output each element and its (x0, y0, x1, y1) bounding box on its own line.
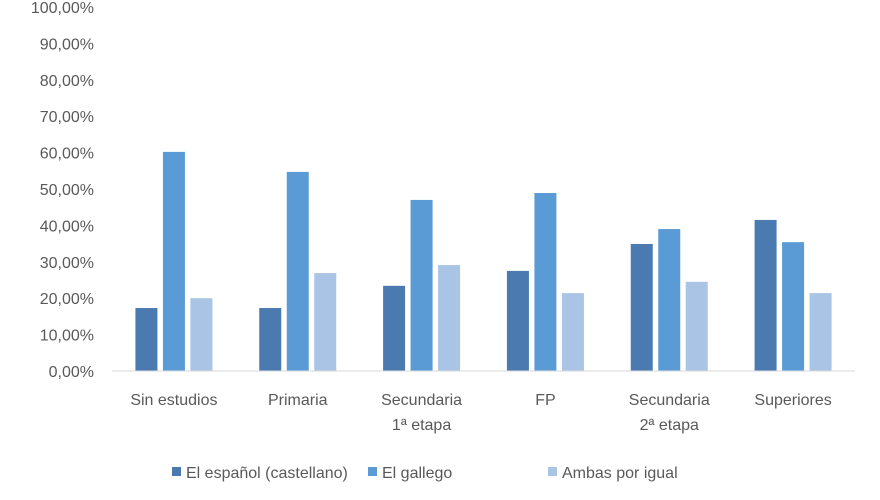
x-tick-label: 1ª etapa (392, 417, 451, 434)
bar-1-4 (658, 229, 681, 371)
y-tick-label: 0,00% (49, 364, 94, 381)
legend-swatch (368, 467, 377, 476)
legend-label: Ambas por igual (562, 465, 678, 482)
legend: El español (castellano) El gallego Ambas p… (172, 465, 678, 482)
legend-swatch (172, 467, 181, 476)
x-tick-label: Primaria (268, 392, 328, 409)
x-tick-label: Superiores (754, 392, 831, 409)
bars (135, 151, 832, 371)
y-tick-label: 30,00% (40, 255, 94, 272)
bar-0-4 (630, 243, 653, 371)
y-tick-label: 60,00% (40, 146, 94, 163)
x-tick-label: Sin estudios (130, 392, 217, 409)
bar-2-0 (190, 298, 213, 371)
bar-0-1 (259, 308, 282, 371)
bar-2-1 (314, 273, 337, 371)
x-tick-label: Secundaria (381, 392, 462, 409)
bar-0-5 (754, 219, 777, 371)
bar-2-5 (809, 293, 832, 371)
bar-1-5 (782, 242, 805, 371)
y-tick-label: 90,00% (40, 36, 94, 53)
x-tick-label: 2ª etapa (640, 417, 699, 434)
y-tick-label: 100,00% (31, 0, 94, 17)
y-axis: 0,00% 10,00% 20,00% 30,00% 40,00% 50,00% 60,00… (31, 0, 94, 381)
bar-1-0 (162, 151, 185, 371)
y-tick-label: 10,00% (40, 328, 94, 345)
x-tick-label: Secundaria (629, 392, 710, 409)
y-tick-label: 70,00% (40, 109, 94, 126)
bar-1-1 (286, 171, 309, 371)
y-tick-label: 20,00% (40, 291, 94, 308)
x-tick-label: FP (535, 392, 555, 409)
legend-swatch (548, 467, 557, 476)
bar-1-3 (534, 193, 557, 371)
bar-0-3 (506, 270, 529, 371)
x-axis: Sin estudios Primaria Secundaria 1ª etapa FP… (130, 392, 831, 434)
bar-2-4 (685, 281, 708, 371)
legend-label: El gallego (382, 465, 452, 482)
bar-2-3 (561, 293, 584, 371)
y-tick-label: 80,00% (40, 73, 94, 90)
y-tick-label: 40,00% (40, 218, 94, 235)
bar-2-2 (438, 265, 461, 371)
legend-label: El español (castellano) (186, 465, 348, 482)
bar-0-2 (383, 285, 406, 371)
bar-0-0 (135, 308, 158, 371)
bar-1-2 (410, 199, 433, 371)
y-tick-label: 50,00% (40, 182, 94, 199)
